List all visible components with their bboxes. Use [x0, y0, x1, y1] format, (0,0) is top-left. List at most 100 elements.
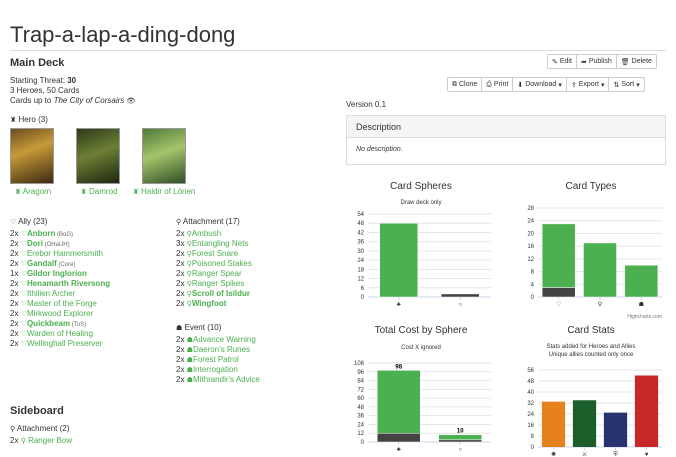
event-icon: ☗: [186, 357, 193, 364]
deck-version: Version 0.1: [346, 100, 387, 109]
attachment-icon: ⚲: [10, 426, 16, 433]
card-name: Mirkwood Explorer: [26, 309, 94, 318]
attachment-icon: ⚲: [20, 438, 26, 445]
attachment-icon: ⚲: [186, 231, 192, 238]
card-link-henamarth-riversong[interactable]: ♡ Henamarth Riversong: [21, 279, 110, 288]
card-link-wingfoot[interactable]: ⚲ Wingfoot: [187, 299, 227, 308]
print-button[interactable]: ⎙ Print: [481, 77, 514, 92]
hero-card-image-haldir[interactable]: [142, 128, 186, 184]
y-tick-label: 20: [527, 231, 534, 237]
card-name: Wellinghall Preserver: [26, 339, 103, 348]
card-link-advance-warning[interactable]: ☗ Advance Warning: [187, 335, 256, 344]
list-item: 1x ♡ Gildor Inglorion: [10, 269, 170, 279]
caret-down-icon: ▾: [636, 81, 640, 89]
card-link-quickbeam[interactable]: ♡ Quickbeam: [21, 319, 70, 328]
card-link-master-of-the-forge[interactable]: ♡ Master of the Forge: [21, 299, 97, 308]
main-deck-heading: Main Deck: [10, 57, 65, 69]
bar-segment-neutral: [440, 293, 480, 298]
card-spheres-chart: 0 6 12 18 24 30 36 42 48 54 ♣ ○: [357, 212, 491, 308]
edit-button[interactable]: ✎ Edit: [547, 54, 577, 69]
card-link-gandalf[interactable]: ♡ Gandalf: [21, 259, 57, 268]
list-item: 2x ⚲ Ranger Spikes: [176, 279, 336, 289]
bar-segment-lore: [376, 432, 421, 443]
y-tick-label: 24: [527, 219, 534, 225]
card-link-mithrandir-s-advice[interactable]: ☗ Mithrandir's Advice: [187, 375, 260, 384]
publish-button[interactable]: ➦ Publish: [575, 54, 617, 69]
card-link-anborn[interactable]: ♡ Anborn: [21, 229, 56, 238]
chart-subtitle: Stats added for Heroes and Allies: [546, 344, 636, 350]
card-name: Ambush: [191, 229, 222, 238]
card-name: Ranger Spikes: [191, 279, 245, 288]
eye-icon[interactable]: 👁: [126, 98, 136, 105]
card-quantity: 2x: [176, 365, 187, 374]
card-link-wellinghall-preserver[interactable]: ♡ Wellinghall Preserver: [21, 339, 103, 348]
data-label: 98: [395, 364, 402, 370]
card-link-ranger-spikes[interactable]: ⚲ Ranger Spikes: [187, 279, 245, 288]
card-link-forest-snare[interactable]: ⚲ Forest Snare: [187, 249, 238, 258]
card-quantity: 1x: [10, 269, 21, 278]
attachment-icon: ⚲: [186, 301, 192, 308]
chart-subtitle: Cost X ignored: [401, 345, 441, 351]
card-link-mirkwood-explorer[interactable]: ♡ Mirkwood Explorer: [21, 309, 94, 318]
card-name: Forest Patrol: [192, 355, 239, 364]
bar-segment-event: [624, 264, 659, 298]
card-name: Interrogation: [192, 365, 238, 374]
card-link-ithilien-archer[interactable]: ♡ Ithilien Archer: [21, 289, 76, 298]
chart-title: Card Spheres: [390, 181, 452, 192]
chart-title: Card Stats: [567, 325, 615, 336]
card-link-daeron-s-runes[interactable]: ☗ Daeron's Runes: [187, 345, 250, 354]
chart-subtitle: Draw deck only: [400, 200, 442, 206]
cards-up-to-value: The City of Corsairs: [53, 96, 125, 105]
card-link-gildor-inglorion[interactable]: ♡ Gildor Inglorion: [21, 269, 87, 278]
card-link-forest-patrol[interactable]: ☗ Forest Patrol: [187, 355, 239, 364]
sort-button[interactable]: ⇅ Sort ▾: [608, 77, 645, 92]
card-link-poisoned-stakes[interactable]: ⚲ Poisoned Stakes: [187, 259, 252, 268]
y-tick-label: 16: [527, 244, 534, 250]
card-link-dori[interactable]: ♡ Dori: [21, 239, 43, 248]
attachment-icon: ⚲: [186, 261, 192, 268]
card-link-ranger-spear[interactable]: ⚲ Ranger Spear: [187, 269, 242, 278]
event-icon: ☗: [186, 337, 193, 344]
card-link-warden-of-healing[interactable]: ♡ Warden of Healing: [21, 329, 93, 338]
list-item: 2x ♡ Anborn (BoG): [10, 229, 170, 239]
ally-icon: ♡: [20, 241, 27, 248]
y-tick-label: 48: [357, 405, 364, 411]
y-tick-label: 54: [357, 212, 364, 218]
hero-link-damrod[interactable]: ♜ Damrod: [80, 187, 118, 196]
card-quantity: 2x: [10, 339, 21, 348]
card-link-interrogation[interactable]: ☗ Interrogation: [187, 365, 238, 374]
y-tick-label: 30: [357, 249, 364, 255]
card-name: Ranger Spear: [191, 269, 242, 278]
card-link-ambush[interactable]: ⚲ Ambush: [187, 229, 222, 238]
card-quantity: 2x: [176, 335, 187, 344]
bar-segment-attachment: [583, 242, 617, 298]
download-button[interactable]: ⬇ Download ▾: [512, 77, 567, 92]
export-button[interactable]: ⇪ Export ▾: [565, 77, 610, 92]
card-link-scroll-of-isildur[interactable]: ⚲ Scroll of Isildur: [187, 289, 250, 298]
list-item: 2x ⚲ Poisoned Stakes: [176, 259, 336, 269]
card-link-entangling-nets[interactable]: ⚲ Entangling Nets: [187, 239, 249, 248]
card-quantity: 2x: [10, 259, 21, 268]
card-name: Ithilien Archer: [26, 289, 76, 298]
hitpoints-icon: ♥: [645, 452, 649, 457]
pencil-icon: ✎: [552, 58, 558, 66]
delete-button[interactable]: 🗑 Delete: [615, 54, 657, 69]
card-quantity: 2x: [176, 269, 187, 278]
ally-icon: ♡: [20, 261, 27, 268]
sideboard-heading: Sideboard: [10, 405, 64, 417]
hero-card-image-damrod[interactable]: [76, 128, 120, 184]
data-label: 10: [457, 429, 464, 435]
ally-icon: ♡: [20, 271, 27, 278]
hero-link-aragorn[interactable]: ♜ Aragorn: [14, 187, 52, 196]
card-link-erebor-hammersmith[interactable]: ♡ Erebor Hammersmith: [21, 249, 103, 258]
list-item: 2x ♡ Master of the Forge: [10, 299, 170, 309]
hero-card-image-aragorn[interactable]: [10, 128, 54, 184]
hero-icon: ♜: [132, 189, 139, 196]
clone-button[interactable]: ⧉ Clone: [447, 77, 483, 92]
attack-icon: ⚔: [582, 451, 587, 457]
attachment-icon: ⚲: [186, 251, 192, 258]
card-link-ranger-bow[interactable]: ⚲ Ranger Bow: [20, 436, 73, 445]
deck-summary: Starting Threat: 30 3 Heroes, 50 Cards C…: [10, 76, 136, 105]
bar-segment-ally: [541, 287, 576, 298]
hero-link-haldir[interactable]: ♜ Haldir of Lórien: [132, 187, 196, 196]
